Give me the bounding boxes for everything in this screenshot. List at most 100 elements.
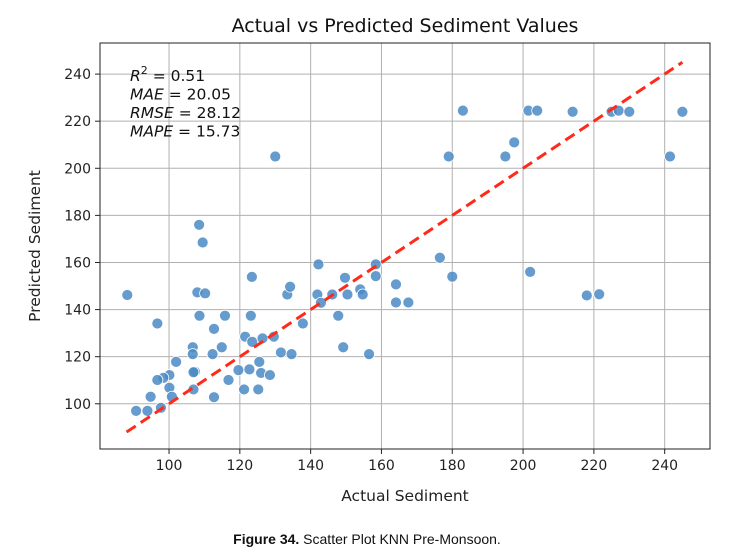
data-point: [356, 288, 369, 301]
data-point: [664, 150, 676, 163]
stat-name: RMSE: [130, 104, 174, 122]
x-tick-label: 120: [226, 458, 253, 474]
data-point: [208, 322, 220, 335]
data-point: [219, 309, 231, 322]
x-tick-label: 140: [297, 458, 324, 474]
data-point: [446, 270, 459, 283]
data-point: [369, 270, 382, 283]
data-point: [442, 150, 455, 163]
data-point: [275, 346, 287, 359]
data-point: [296, 317, 309, 330]
data-point: [524, 266, 537, 278]
data-point: [593, 288, 606, 301]
data-point: [256, 332, 269, 345]
reference-line: [125, 61, 684, 434]
y-tick-label: 220: [64, 114, 91, 130]
data-point: [284, 280, 297, 293]
data-point: [144, 390, 157, 403]
data-point: [193, 309, 206, 322]
x-tick-label: 220: [581, 458, 608, 474]
data-point: [264, 369, 276, 381]
x-tick-label: 240: [651, 458, 678, 474]
data-point: [531, 104, 544, 117]
y-tick-label: 100: [64, 397, 91, 413]
stat-line: RMSE = 28.12: [130, 104, 241, 122]
stat-line: MAE = 20.05: [130, 86, 231, 104]
data-point: [456, 104, 469, 117]
y-tick-label: 120: [64, 350, 91, 366]
data-point: [312, 258, 325, 271]
stat-line: R2 = 0.51: [130, 64, 205, 85]
caption-label: Figure 34.: [233, 531, 299, 547]
stat-value: = 0.51: [148, 67, 205, 85]
data-point: [246, 335, 259, 348]
data-point: [623, 105, 636, 118]
data-point: [196, 236, 209, 249]
data-point: [244, 309, 257, 322]
data-point: [141, 404, 154, 417]
data-point: [187, 366, 200, 379]
points: [121, 104, 689, 417]
y-tick-label: 240: [64, 67, 91, 83]
data-point: [151, 317, 164, 330]
stat-name: MAE: [130, 86, 164, 104]
data-point: [339, 271, 351, 284]
data-point: [341, 288, 354, 301]
data-point: [238, 383, 250, 396]
plot-frame: [99, 42, 711, 450]
y-tick-label: 140: [64, 303, 91, 319]
y-tick-label: 180: [64, 208, 91, 224]
data-point: [232, 364, 245, 377]
data-point: [215, 341, 228, 354]
data-point: [199, 287, 212, 300]
data-point: [193, 218, 206, 231]
data-point: [130, 404, 143, 417]
y-tick-label: 200: [64, 161, 91, 177]
stat-value: = 20.05: [164, 86, 231, 104]
data-point: [433, 251, 446, 264]
data-point: [363, 348, 375, 360]
data-point: [332, 309, 345, 322]
data-point: [170, 355, 183, 368]
data-point: [245, 270, 258, 283]
data-point: [390, 278, 402, 291]
y-tick-label: 160: [64, 255, 91, 271]
y-axis-label: Predicted Sediment: [26, 170, 44, 322]
x-tick-label: 180: [439, 458, 466, 474]
chart-title: Actual vs Predicted Sediment Values: [232, 15, 579, 37]
stat-name: R: [130, 67, 141, 85]
data-point: [499, 150, 512, 163]
data-point: [580, 289, 593, 302]
data-point: [285, 348, 298, 360]
data-point: [206, 348, 219, 360]
figure-caption: Figure 34. Scatter Plot KNN Pre-Monsoon.: [233, 531, 501, 547]
x-tick-label: 160: [368, 458, 395, 474]
x-tick-label: 100: [156, 458, 183, 474]
stat-name: MAPE: [130, 123, 173, 141]
data-point: [402, 296, 415, 309]
data-point: [269, 150, 282, 163]
stat-sup: 2: [141, 64, 148, 77]
data-point: [508, 136, 521, 149]
data-point: [208, 391, 220, 404]
data-point: [337, 341, 350, 354]
data-point: [243, 363, 256, 376]
data-point: [121, 289, 134, 301]
data-point: [222, 374, 235, 386]
data-point: [186, 348, 199, 360]
data-point: [253, 355, 266, 368]
stat-value: = 28.12: [174, 104, 241, 122]
data-point: [252, 383, 265, 396]
x-tick-label: 200: [510, 458, 537, 474]
data-point: [566, 105, 579, 118]
data-point: [151, 374, 164, 386]
stat-line: MAPE = 15.73: [130, 123, 240, 141]
ticks: 100 120 140 160 180 200 220 240 100 120 140 160 180 2…: [64, 67, 678, 474]
data-point: [676, 105, 689, 118]
caption-text: Scatter Plot KNN Pre-Monsoon.: [299, 531, 501, 547]
data-point: [390, 296, 402, 309]
x-axis-label: Actual Sediment: [341, 487, 469, 505]
stat-value: = 15.73: [173, 123, 240, 141]
